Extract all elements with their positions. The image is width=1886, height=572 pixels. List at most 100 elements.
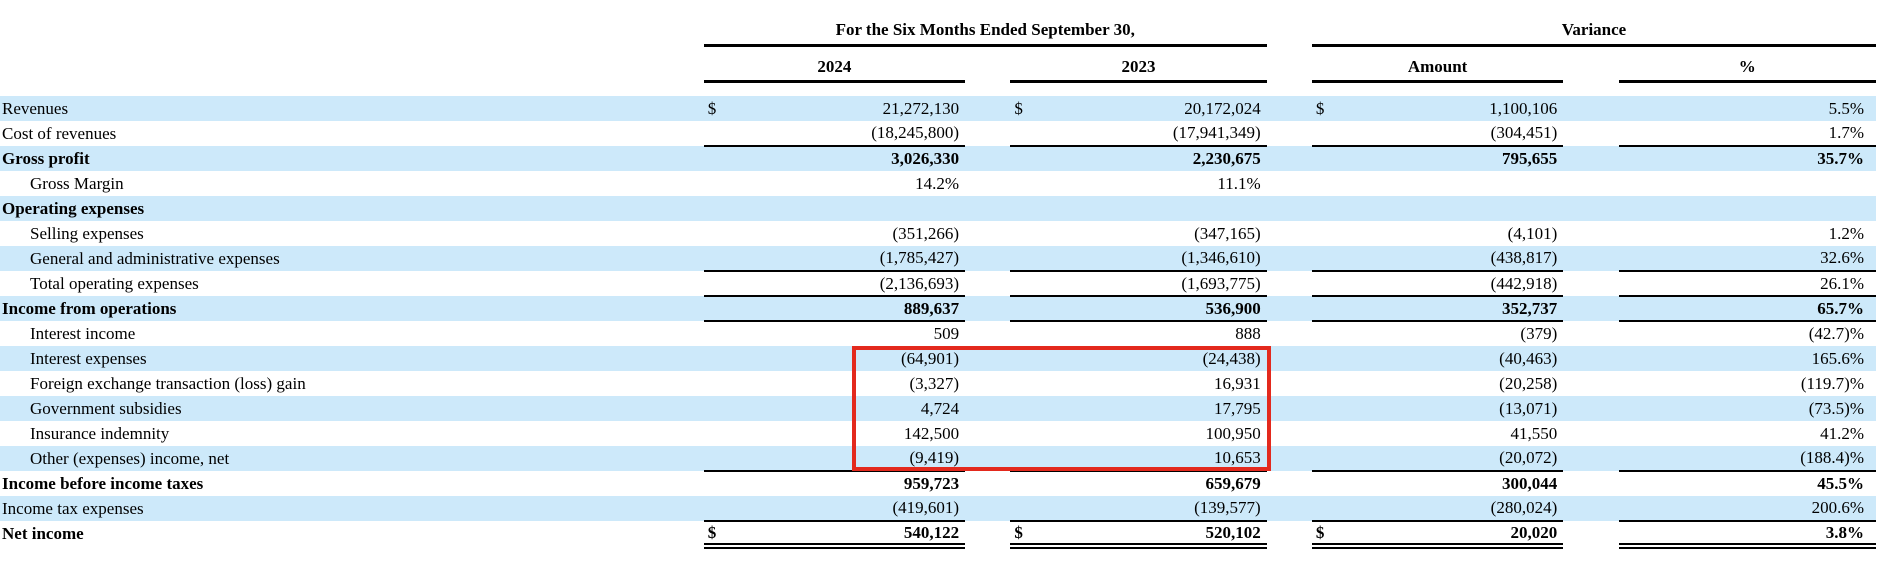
- column-gap: [965, 421, 1010, 446]
- table-row: Income before income taxes 959,723 659,679…: [0, 471, 1876, 496]
- variance-amount: 300,044: [1502, 474, 1558, 494]
- header-spacer-row: [0, 81, 1876, 96]
- value-2024: 21,272,130: [733, 96, 966, 121]
- column-gap: [1563, 346, 1619, 371]
- dollar-sign-2024: $: [703, 96, 734, 121]
- column-gap: [965, 271, 1010, 296]
- variance-percent: [1618, 196, 1876, 221]
- value-2023: 10,653: [1040, 446, 1267, 472]
- dollar-sign-2023: [1010, 471, 1040, 496]
- dollar-sign-variance: [1312, 321, 1342, 346]
- value-2023: [1040, 196, 1267, 221]
- table-body: Revenues $21,272,130 $20,172,024 $1,100,106…: [0, 96, 1876, 549]
- column-gap: [965, 521, 1010, 546]
- table-row: Foreign exchange transaction (loss) gain…: [0, 371, 1876, 396]
- value-2024: 14.2%: [915, 173, 960, 193]
- dollar-sign-variance: [1312, 371, 1342, 396]
- value-2024: 540,122: [733, 521, 966, 549]
- table-row: Total operating expenses (2,136,693) (1,69…: [0, 271, 1876, 297]
- row-label: Operating expenses: [0, 196, 704, 221]
- variance-amount: (442,918): [1342, 271, 1564, 297]
- dollar-sign-variance: [1312, 421, 1342, 446]
- dollar-sign-variance: [1311, 346, 1343, 371]
- variance-amount: (20,072): [1342, 446, 1564, 472]
- dollar-sign-2024: [703, 196, 734, 221]
- value-2024: (1,785,427): [733, 246, 966, 272]
- value-2024: (351,266): [892, 223, 960, 243]
- value-2023: 20,172,024: [1040, 96, 1267, 121]
- header-column-row: 2024 2023 Amount %: [0, 45, 1876, 83]
- column-gap: [1563, 271, 1618, 296]
- value-2024: (3,327): [909, 373, 960, 393]
- column-header-2024: 2024: [703, 45, 966, 83]
- dollar-sign-2023: [1010, 271, 1041, 297]
- value-2024: 509: [933, 324, 960, 344]
- table-row: Other (expenses) income, net (9,419) 10,65…: [0, 446, 1876, 472]
- dollar-sign-variance: [1311, 146, 1343, 171]
- dollar-sign-2024: [704, 171, 734, 196]
- value-2024: 142,500: [903, 423, 960, 443]
- column-gap: [1267, 221, 1312, 246]
- row-label: Cost of revenues: [2, 123, 117, 143]
- header-gap: [1563, 45, 1618, 81]
- column-gap: [1267, 321, 1312, 346]
- variance-percent: 26.1%: [1618, 271, 1876, 297]
- column-header-amount: Amount: [1311, 45, 1564, 83]
- dollar-sign-2023: [1010, 496, 1041, 522]
- dollar-sign-2023: [1010, 321, 1040, 346]
- dollar-sign-variance: [1312, 221, 1342, 246]
- column-gap: [1563, 371, 1618, 396]
- variance-percent: 165.6%: [1618, 346, 1876, 371]
- dollar-sign-2024: [703, 446, 734, 472]
- dollar-sign-variance: [1311, 271, 1343, 297]
- value-2023: 100,950: [1205, 423, 1261, 443]
- dollar-sign-2024: [703, 246, 734, 272]
- column-gap: [1266, 246, 1312, 271]
- dollar-sign-2024: [703, 146, 734, 171]
- column-gap: [1563, 496, 1619, 521]
- column-gap: [965, 146, 1011, 171]
- table-row: Income tax expenses (419,601) (139,577) (28…: [0, 496, 1876, 522]
- dollar-sign-variance: $: [1311, 521, 1343, 549]
- column-gap: [965, 446, 1011, 471]
- column-gap: [965, 246, 1011, 271]
- column-gap: [1267, 521, 1312, 546]
- dollar-sign-variance: [1311, 196, 1343, 221]
- dollar-sign-2024: [703, 296, 734, 322]
- variance-percent: 35.7%: [1618, 146, 1876, 171]
- variance-percent: 200.6%: [1618, 496, 1876, 522]
- dollar-sign-2023: [1010, 246, 1041, 272]
- column-gap: [965, 396, 1011, 421]
- dollar-sign-2023: [1010, 371, 1040, 396]
- dollar-sign-2023: [1010, 146, 1041, 171]
- value-2024: (18,245,800): [733, 121, 966, 147]
- dollar-sign-variance: $: [1311, 96, 1343, 121]
- table-row: Interest income 509 888 (379) (42.7)%: [0, 321, 1876, 346]
- row-label: Selling expenses: [30, 223, 144, 243]
- variance-amount: 20,020: [1342, 521, 1564, 549]
- dollar-sign-variance: [1311, 296, 1343, 322]
- column-gap: [1563, 446, 1619, 471]
- column-gap: [1563, 246, 1619, 271]
- column-gap: [1266, 396, 1312, 421]
- variance-percent: 5.5%: [1618, 96, 1876, 121]
- column-gap: [1267, 121, 1312, 146]
- value-2023: 536,900: [1040, 296, 1267, 322]
- variance-amount: (4,101): [1507, 223, 1558, 243]
- column-gap: [965, 96, 1011, 121]
- variance-percent: 45.5%: [1817, 474, 1864, 494]
- column-gap: [1266, 96, 1312, 121]
- table-header: For the Six Months Ended September 30, V…: [0, 0, 1876, 96]
- variance-amount: (379): [1520, 324, 1558, 344]
- variance-amount: [1342, 171, 1563, 196]
- table-row: Government subsidies 4,724 17,795 (13,071) (…: [0, 396, 1876, 421]
- value-2023: (17,941,349): [1040, 121, 1267, 147]
- value-2023: (347,165): [1194, 223, 1261, 243]
- dollar-sign-variance: [1311, 246, 1343, 272]
- dollar-sign-2024: [703, 346, 734, 371]
- table-row: Selling expenses (351,266) (347,165) (4,101…: [0, 221, 1876, 246]
- column-gap: [1267, 171, 1312, 196]
- column-gap: [965, 371, 1010, 396]
- dollar-sign-2024: [703, 121, 734, 147]
- column-gap: [1563, 221, 1618, 246]
